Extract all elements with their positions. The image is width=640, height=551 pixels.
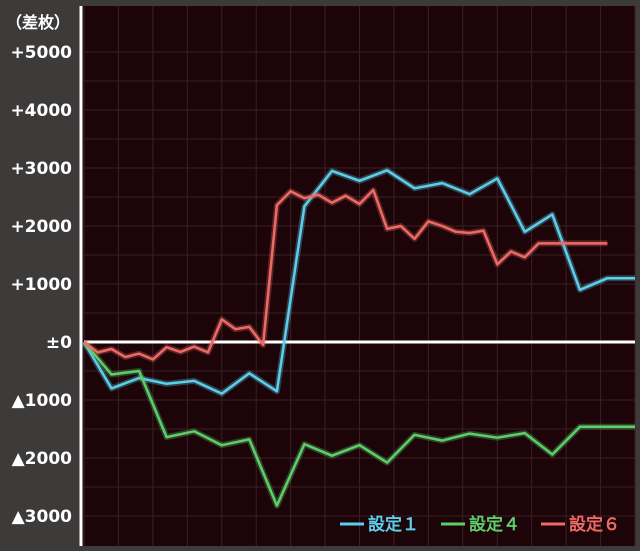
y-axis-unit-label: （差枚） [6,13,70,32]
legend: 設定１ 設定４ 設定６ [340,514,620,535]
series-line-1 [82,169,635,395]
y-tick-label: ▲3000 [12,507,73,527]
series-line-2 [83,341,635,507]
legend-label: 設定６ [569,514,620,535]
y-tick-label: +3000 [10,159,72,179]
y-tick-label: ▲1000 [12,391,73,411]
legend-label: 設定４ [469,514,520,535]
plot-area [81,6,635,546]
y-tick-label: +5000 [10,43,72,63]
y-tick-label: ▲2000 [12,449,73,469]
series-line-3 [83,188,608,361]
legend-label: 設定１ [368,514,419,535]
series-layer [81,167,635,509]
y-tick-labels: +5000 +4000 +3000 +2000 +1000 ±0 ▲1000 ▲2000 ▲30… [10,43,72,527]
y-tick-label: ±0 [46,333,72,353]
y-tick-label: +4000 [10,101,72,121]
y-tick-label: +2000 [10,217,72,237]
y-tick-label: +1000 [10,275,72,295]
